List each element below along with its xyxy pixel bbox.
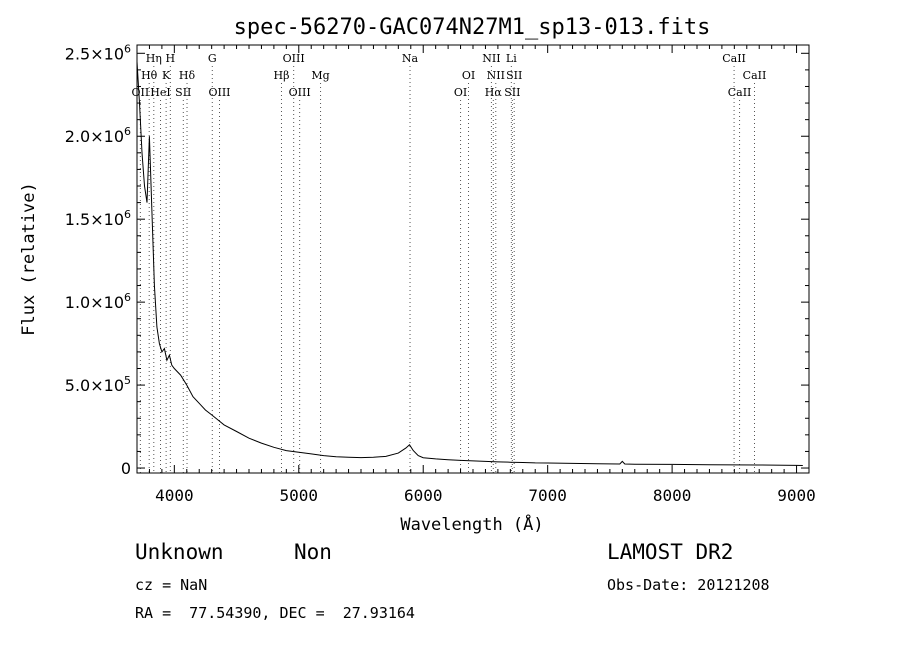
y-tick-label: 2.5×106 bbox=[65, 42, 131, 63]
emission-line-label: OIII bbox=[208, 86, 230, 99]
emission-line-label: HeI bbox=[150, 86, 170, 99]
emission-line-label: G bbox=[208, 52, 217, 65]
emission-line-label: NII bbox=[487, 69, 505, 82]
emission-line-label: H bbox=[166, 52, 176, 65]
emission-line-label: NII bbox=[482, 52, 500, 65]
emission-line-label: CaII bbox=[728, 86, 752, 99]
x-tick-label: 4000 bbox=[155, 486, 194, 505]
y-tick-label: 1.5×106 bbox=[65, 208, 131, 229]
emission-line-label: Hα bbox=[485, 86, 503, 99]
emission-line-labels: OIIHθHηHeIKHSIIHδGOIIIHβOIIIOIIIMgNaOIOI… bbox=[132, 52, 767, 99]
y-tick-mantissa: 5.0×10 bbox=[65, 376, 124, 395]
y-tick-mantissa: 1.5×10 bbox=[65, 210, 124, 229]
emission-line-label: OI bbox=[454, 86, 467, 99]
emission-line-label: Hη bbox=[146, 52, 162, 65]
emission-line-label: OIII bbox=[289, 86, 311, 99]
emission-line-label: K bbox=[162, 69, 171, 82]
x-axis: 4000 5000 6000 7000 8000 9000 bbox=[136, 45, 816, 505]
emission-line-label: Mg bbox=[311, 69, 329, 82]
emission-line-label: CaII bbox=[743, 69, 767, 82]
emission-line-label: Li bbox=[506, 52, 517, 65]
chart-title: spec-56270-GAC074N27M1_sp13-013.fits bbox=[234, 15, 711, 40]
spectral-class: Unknown bbox=[135, 540, 224, 564]
emission-line-label: SII bbox=[175, 86, 191, 99]
y-tick-label: 0 bbox=[121, 459, 131, 478]
survey-name: LAMOST DR2 bbox=[607, 540, 734, 564]
x-tick-label: 5000 bbox=[280, 486, 319, 505]
emission-line-label: CaII bbox=[722, 52, 746, 65]
spectrum-series-line bbox=[136, 61, 803, 466]
emission-line-label: SII bbox=[504, 86, 520, 99]
y-tick-exponent: 6 bbox=[124, 291, 131, 304]
spectral-subclass: Non bbox=[294, 540, 332, 564]
y-tick-label: 5.0×105 bbox=[65, 374, 131, 395]
y-tick-mantissa: 1.0×10 bbox=[65, 293, 124, 312]
y-tick-label: 2.0×106 bbox=[65, 125, 131, 146]
y-tick-label: 1.0×106 bbox=[65, 291, 131, 312]
emission-line-markers bbox=[139, 66, 755, 473]
x-tick-label: 7000 bbox=[528, 486, 567, 505]
y-tick-mantissa: 2.0×10 bbox=[65, 127, 124, 146]
emission-line-label: Hθ bbox=[141, 69, 158, 82]
emission-line-label: Hδ bbox=[179, 69, 196, 82]
x-axis-label: Wavelength (Å) bbox=[400, 513, 543, 535]
emission-line-label: OI bbox=[462, 69, 475, 82]
y-tick-exponent: 5 bbox=[124, 374, 131, 387]
y-axis-label: Flux (relative) bbox=[19, 182, 39, 336]
x-tick-label: 6000 bbox=[404, 486, 443, 505]
emission-line-label: SII bbox=[506, 69, 522, 82]
y-tick-mantissa: 2.5×10 bbox=[65, 44, 124, 63]
y-tick-exponent: 6 bbox=[124, 208, 131, 221]
y-tick-exponent: 6 bbox=[124, 125, 131, 138]
plot-frame bbox=[136, 44, 810, 474]
emission-line-label: Hβ bbox=[274, 69, 290, 82]
redshift-cz: cz = NaN bbox=[135, 576, 208, 594]
observation-date: Obs-Date: 20121208 bbox=[607, 576, 770, 594]
x-tick-label: 8000 bbox=[653, 486, 692, 505]
y-tick-mantissa: 0 bbox=[121, 459, 131, 478]
emission-line-label: OIII bbox=[283, 52, 305, 65]
emission-line-label: OII bbox=[132, 86, 150, 99]
ra-dec-coordinates: RA = 77.54390, DEC = 27.93164 bbox=[135, 604, 415, 622]
emission-line-label: Na bbox=[402, 52, 419, 65]
x-tick-label: 9000 bbox=[777, 486, 816, 505]
y-tick-exponent: 6 bbox=[124, 42, 131, 55]
